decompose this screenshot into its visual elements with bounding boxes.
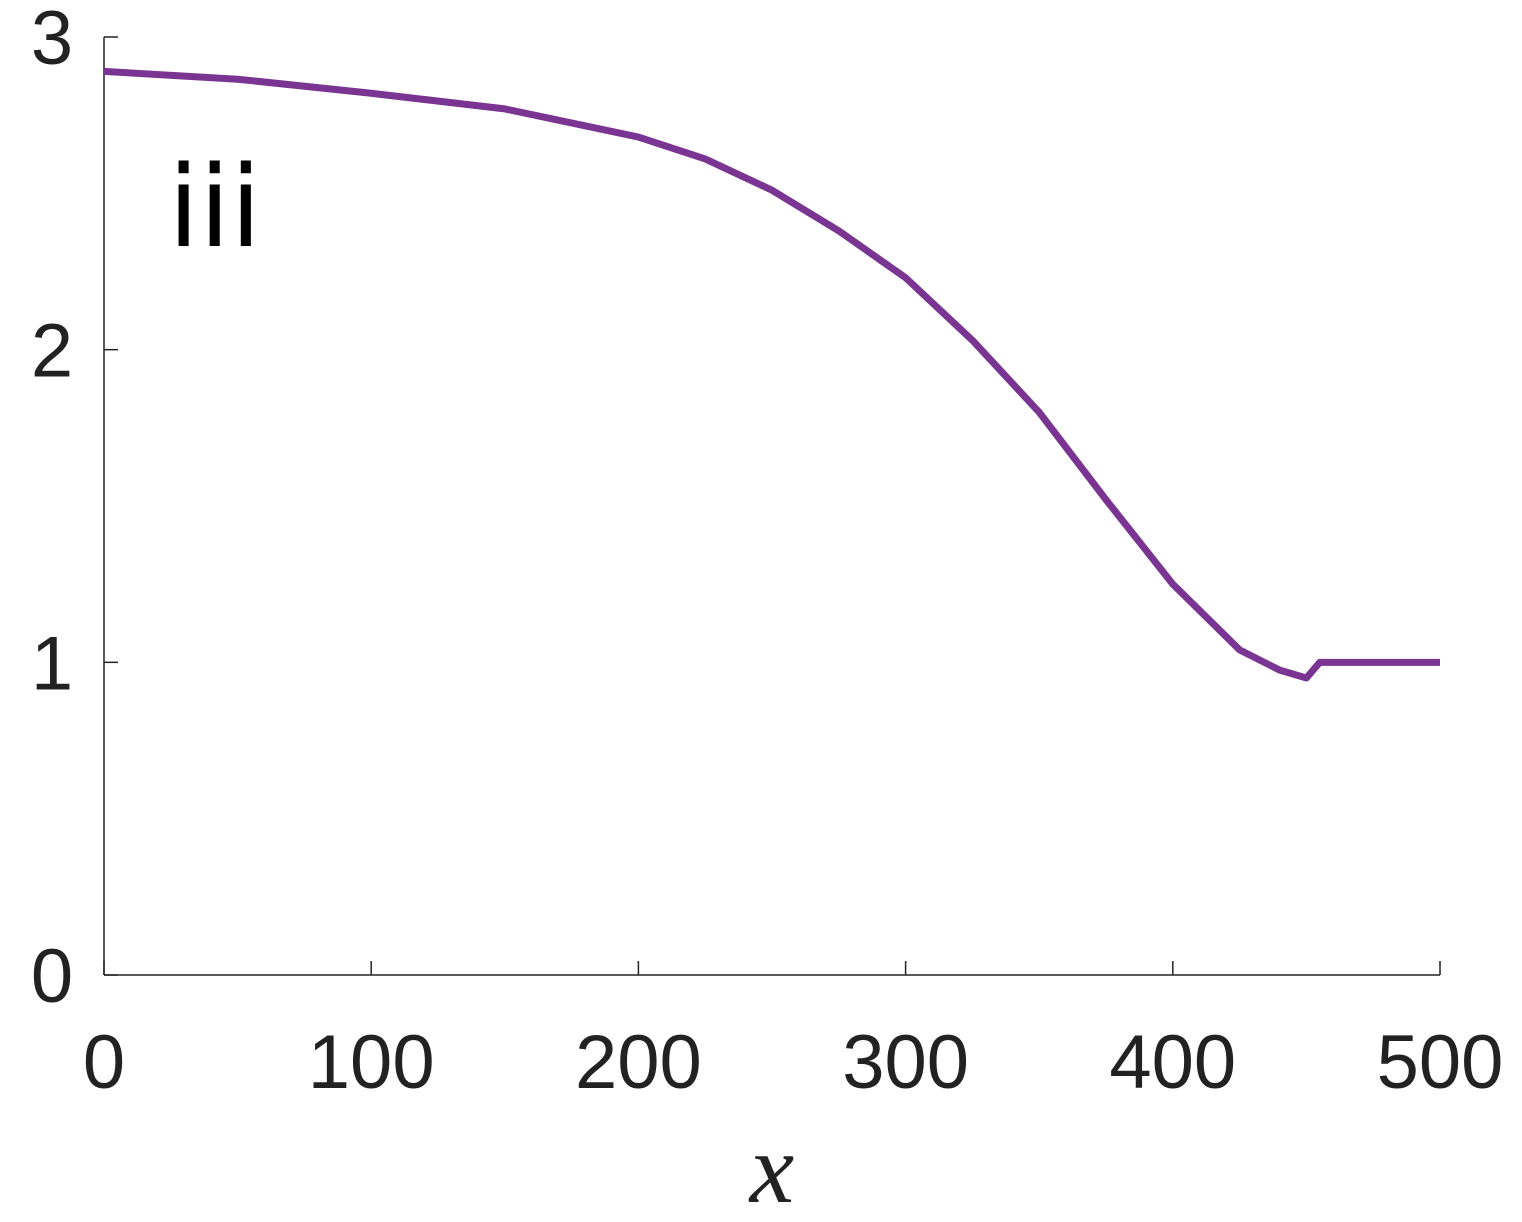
data-line xyxy=(103,67,1440,682)
x-tick-label: 200 xyxy=(575,1020,702,1105)
x-tick-label: 300 xyxy=(842,1020,969,1105)
x-axis-label: x xyxy=(748,1113,794,1222)
x-tick-label: 100 xyxy=(308,1020,435,1105)
x-tick-label: 0 xyxy=(83,1020,125,1105)
y-tick-label: 2 xyxy=(31,309,73,394)
y-tick-label: 3 xyxy=(31,0,73,81)
x-tick-label: 400 xyxy=(1109,1020,1236,1105)
annotation: iii xyxy=(168,143,261,273)
x-tick-label: 500 xyxy=(1377,1020,1504,1105)
y-tick-label: 1 xyxy=(31,621,73,706)
y-tick-label: 0 xyxy=(31,934,73,1019)
